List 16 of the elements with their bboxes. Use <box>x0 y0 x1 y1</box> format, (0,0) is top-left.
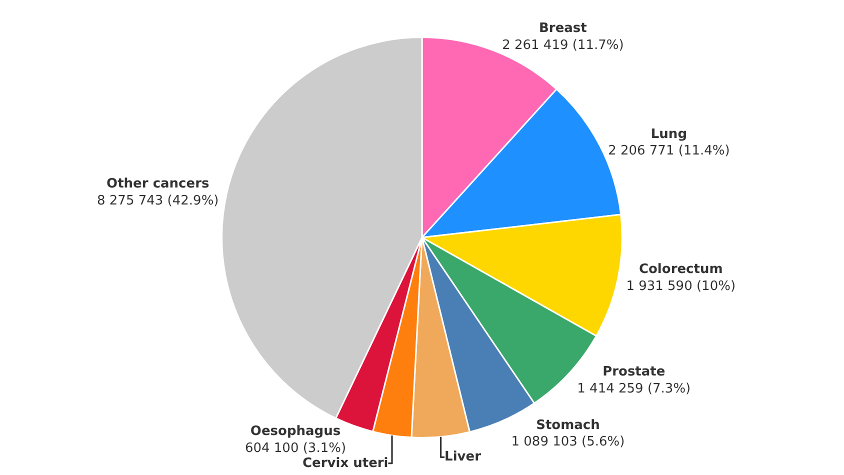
slice-label: Colorectum <box>638 262 723 277</box>
slice-label: Breast <box>539 20 587 36</box>
slice-label: Stomach <box>536 418 600 433</box>
slice-label: Lung <box>650 126 687 142</box>
slice-label: Oesophagus <box>250 424 341 439</box>
data-label: 604 100 (3.1%) <box>244 440 346 456</box>
data-label: 2 206 771 (11.4%) <box>608 144 730 159</box>
slice-label: Cervix uteri <box>302 456 388 471</box>
data-label: 1 931 590 (10%) <box>626 278 736 294</box>
data-label: 1 089 103 (5.6%) <box>511 434 625 450</box>
data-label: 8 275 743 (42.9%) <box>97 193 219 208</box>
slice-label: Other cancers <box>106 176 210 192</box>
slice-label: Prostate <box>602 364 666 380</box>
data-label: 2 261 419 (11.7%) <box>502 38 624 53</box>
slice-label: Liver <box>444 450 482 465</box>
data-label: 1 414 259 (7.3%) <box>577 382 691 396</box>
